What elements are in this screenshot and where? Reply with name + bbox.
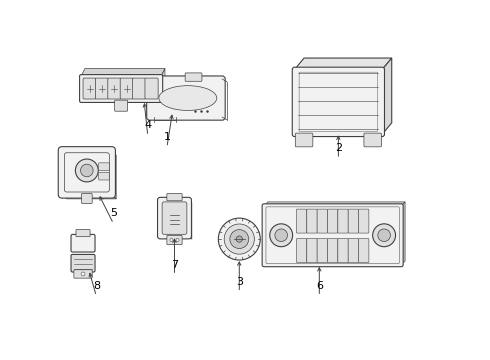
Circle shape — [81, 272, 85, 276]
FancyBboxPatch shape — [58, 147, 116, 198]
FancyBboxPatch shape — [98, 163, 109, 171]
Polygon shape — [81, 68, 165, 76]
Polygon shape — [294, 58, 392, 69]
FancyBboxPatch shape — [167, 235, 182, 244]
FancyBboxPatch shape — [364, 133, 381, 147]
Polygon shape — [112, 150, 116, 199]
Circle shape — [219, 218, 260, 260]
Text: 8: 8 — [93, 280, 100, 291]
Circle shape — [270, 224, 293, 247]
FancyBboxPatch shape — [96, 78, 109, 99]
FancyBboxPatch shape — [348, 209, 359, 233]
FancyBboxPatch shape — [317, 209, 327, 233]
FancyBboxPatch shape — [338, 239, 348, 262]
FancyBboxPatch shape — [157, 197, 192, 239]
Text: 1: 1 — [163, 132, 171, 142]
FancyBboxPatch shape — [115, 100, 127, 111]
Polygon shape — [401, 202, 405, 265]
Polygon shape — [189, 200, 192, 239]
FancyBboxPatch shape — [327, 239, 338, 262]
Text: 7: 7 — [171, 260, 178, 270]
Circle shape — [224, 224, 254, 254]
Text: 3: 3 — [236, 277, 243, 287]
FancyBboxPatch shape — [74, 270, 92, 278]
FancyBboxPatch shape — [162, 202, 187, 234]
FancyBboxPatch shape — [167, 194, 182, 201]
Text: 2: 2 — [335, 143, 342, 153]
Circle shape — [75, 159, 98, 182]
Polygon shape — [62, 194, 116, 199]
FancyBboxPatch shape — [71, 255, 95, 272]
Text: 5: 5 — [110, 208, 117, 218]
Circle shape — [378, 229, 391, 242]
FancyBboxPatch shape — [81, 194, 92, 203]
FancyBboxPatch shape — [79, 75, 163, 103]
Circle shape — [176, 239, 179, 242]
FancyBboxPatch shape — [145, 78, 158, 99]
Circle shape — [236, 236, 243, 242]
Polygon shape — [264, 202, 405, 206]
Circle shape — [230, 230, 249, 248]
FancyBboxPatch shape — [359, 209, 369, 233]
FancyBboxPatch shape — [296, 239, 307, 262]
FancyBboxPatch shape — [348, 239, 359, 262]
Polygon shape — [160, 200, 192, 203]
FancyBboxPatch shape — [108, 78, 121, 99]
FancyBboxPatch shape — [359, 239, 369, 262]
Circle shape — [80, 164, 93, 177]
FancyBboxPatch shape — [307, 209, 317, 233]
FancyBboxPatch shape — [120, 78, 133, 99]
FancyBboxPatch shape — [262, 204, 403, 267]
FancyBboxPatch shape — [317, 239, 327, 262]
FancyBboxPatch shape — [185, 73, 202, 81]
Polygon shape — [161, 68, 165, 101]
FancyBboxPatch shape — [307, 239, 317, 262]
FancyBboxPatch shape — [133, 78, 146, 99]
Ellipse shape — [159, 86, 217, 111]
Polygon shape — [382, 58, 392, 134]
FancyBboxPatch shape — [76, 229, 90, 237]
FancyBboxPatch shape — [147, 76, 225, 120]
FancyBboxPatch shape — [292, 67, 385, 136]
FancyBboxPatch shape — [295, 133, 313, 147]
FancyBboxPatch shape — [83, 78, 96, 99]
FancyBboxPatch shape — [98, 172, 109, 180]
FancyBboxPatch shape — [296, 209, 307, 233]
Circle shape — [373, 224, 395, 247]
FancyBboxPatch shape — [71, 234, 95, 252]
Circle shape — [170, 239, 173, 242]
FancyBboxPatch shape — [327, 209, 338, 233]
Text: 4: 4 — [144, 121, 151, 130]
Circle shape — [275, 229, 288, 242]
FancyBboxPatch shape — [338, 209, 348, 233]
Text: 6: 6 — [316, 280, 323, 291]
